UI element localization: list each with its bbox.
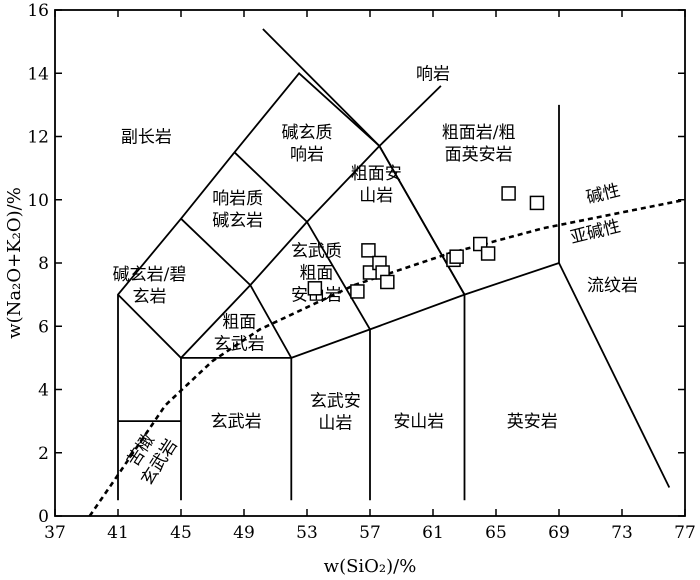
x-tick-label: 49 — [233, 523, 255, 543]
field-label: 玄武质粗面安山岩 — [291, 241, 342, 305]
field-label-line: 响岩质 — [212, 189, 263, 209]
x-tick-label: 61 — [422, 523, 444, 543]
field-label-line: 玄岩 — [133, 287, 167, 307]
field-label-line: 碱玄质 — [282, 123, 333, 143]
boundary-line — [378, 145, 466, 501]
sample-point — [380, 274, 395, 290]
boundary-line — [233, 151, 308, 223]
y-tick-label: 2 — [38, 444, 49, 464]
divide-line — [88, 198, 686, 517]
field-label-line: 玄武岩 — [214, 335, 265, 355]
boundary-line — [249, 284, 465, 360]
field-label-line: 粗面 — [299, 263, 333, 283]
field-label-line: 粗面岩/粗 — [442, 123, 516, 143]
field-label-line: 碱玄岩/碧 — [113, 265, 187, 285]
sample-point — [361, 243, 376, 258]
sample-point — [480, 246, 496, 261]
field-label-line: 响岩 — [290, 145, 324, 165]
x-tick-label: 73 — [611, 523, 633, 543]
field-boundaries — [117, 28, 671, 501]
field-label: 碱玄岩/碧玄岩 — [113, 265, 187, 307]
y-tick-label: 0 — [38, 507, 49, 527]
field-label: 玄武岩 — [211, 412, 262, 432]
field-label-line: 安山岩 — [393, 412, 444, 432]
field-label-line: 粗面 — [222, 313, 256, 333]
sample-point — [307, 281, 323, 296]
axis-ticks: 37 41 45 49 53 57 61 65 69 73 77 0 2 4 6 8 10 12 14 16 — [27, 1, 695, 543]
sample-points — [307, 186, 545, 299]
field-label-line: 副长岩 — [121, 128, 172, 148]
x-tick-label: 77 — [674, 523, 696, 543]
x-tick-label: 37 — [44, 523, 66, 543]
field-label-line: 面英安岩 — [445, 145, 513, 165]
x-tick-label: 53 — [296, 523, 318, 543]
field-label: 响岩 — [416, 64, 450, 84]
x-tick-label: 69 — [548, 523, 570, 543]
boundary-line — [558, 262, 671, 488]
boundary-line — [306, 221, 371, 501]
y-tick-label: 10 — [27, 191, 49, 211]
y-tick-label: 14 — [27, 64, 49, 84]
boundary-line — [180, 145, 381, 287]
y-tick-label: 4 — [38, 381, 49, 401]
field-label: 副长岩 — [121, 128, 172, 148]
x-tick-label: 57 — [359, 523, 381, 543]
boundary-line — [378, 85, 442, 147]
series-label: 碱性 — [584, 181, 622, 209]
field-labels: 苦橄玄武岩玄武岩玄武安山岩安山岩英安岩流纹岩粗面玄武岩玄武质粗面安山岩碱玄岩/碧… — [113, 64, 638, 489]
x-axis-title: w(SiO₂)/% — [324, 556, 417, 577]
boundary-line — [262, 28, 381, 147]
x-tick-label: 41 — [107, 523, 129, 543]
field-label-line: 玄武质 — [291, 241, 342, 261]
y-tick-label: 6 — [38, 317, 49, 337]
field-label-line: 流纹岩 — [587, 276, 638, 296]
field-label-line: 玄武岩 — [211, 412, 262, 432]
field-label-line: 山岩 — [359, 186, 393, 206]
field-label: 流纹岩 — [587, 276, 638, 296]
sample-point — [350, 284, 365, 299]
series-label: 亚碱性 — [568, 216, 622, 248]
x-tick-label: 45 — [170, 523, 192, 543]
field-label: 安山岩 — [393, 412, 444, 432]
y-tick-label: 12 — [27, 128, 49, 148]
field-label-line: 英安岩 — [507, 412, 558, 432]
field-label-line: 碱玄岩 — [212, 211, 263, 231]
y-tick-label: 8 — [38, 254, 49, 274]
sample-point — [449, 249, 464, 264]
x-tick-label: 65 — [485, 523, 507, 543]
sample-point — [501, 186, 516, 201]
field-label-line: 玄武安 — [310, 392, 361, 412]
sample-point — [529, 195, 545, 211]
y-axis-title: w(Na₂O+K₂O)/% — [4, 187, 25, 339]
y-tick-label: 16 — [27, 1, 49, 21]
field-label-line: 山岩 — [318, 414, 352, 434]
alkaline-subalkaline-divide — [88, 198, 686, 517]
field-label: 英安岩 — [507, 412, 558, 432]
field-label-line: 粗面安 — [351, 164, 402, 184]
field-label-line: 响岩 — [416, 64, 450, 84]
